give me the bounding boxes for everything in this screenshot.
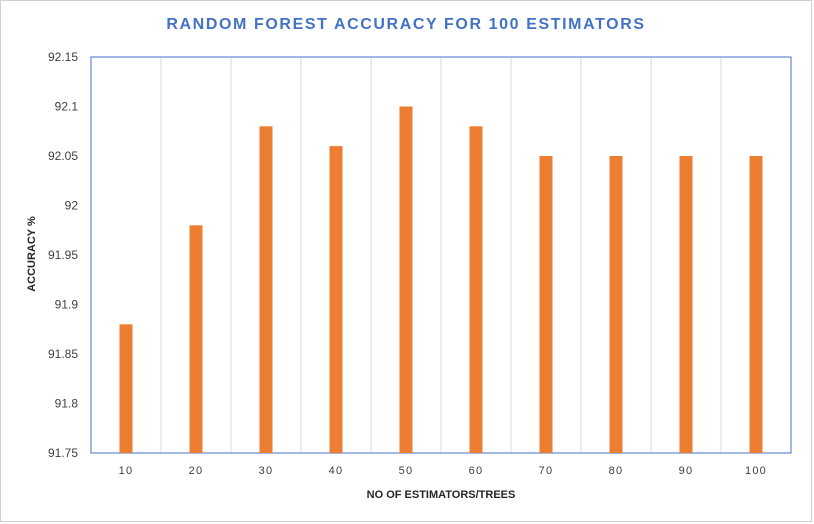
plot-area-border xyxy=(90,56,792,454)
bar-10 xyxy=(119,324,133,453)
y-tick-label: 91.75 xyxy=(48,446,78,460)
x-axis-label: NO OF ESTIMATORS/TREES xyxy=(367,489,516,501)
bar-100 xyxy=(749,156,763,453)
y-tick-label: 92 xyxy=(65,199,79,213)
x-tick-label: 60 xyxy=(469,465,484,477)
x-tick-label: 20 xyxy=(189,465,204,477)
y-tick-label: 92.15 xyxy=(48,50,78,64)
x-tick-label: 40 xyxy=(329,465,344,477)
x-tick-label: 70 xyxy=(539,465,554,477)
y-tick-label: 91.9 xyxy=(55,298,79,312)
bar-50 xyxy=(399,106,413,453)
bars xyxy=(119,106,763,454)
bar-30 xyxy=(259,126,273,454)
x-axis-ticks: 10 20 30 40 50 60 70 80 90 100 xyxy=(119,465,767,477)
bar-80 xyxy=(609,156,623,453)
x-tick-label: 100 xyxy=(745,465,767,477)
x-tick-label: 10 xyxy=(119,465,134,477)
bar-70 xyxy=(539,156,553,453)
y-tick-label: 92.1 xyxy=(55,100,79,114)
bar-60 xyxy=(469,126,483,454)
bar-40 xyxy=(329,146,343,453)
y-axis-label: ACCURACY % xyxy=(26,216,38,292)
gridlines xyxy=(160,57,722,453)
x-tick-label: 50 xyxy=(399,465,414,477)
chart-title: RANDOM FOREST ACCURACY FOR 100 ESTIMATOR… xyxy=(166,16,645,33)
x-tick-label: 90 xyxy=(679,465,694,477)
x-tick-label: 30 xyxy=(259,465,274,477)
bar-90 xyxy=(679,156,693,453)
x-tick-label: 80 xyxy=(609,465,624,477)
y-tick-label: 91.85 xyxy=(48,347,78,361)
y-tick-label: 91.95 xyxy=(48,248,78,262)
y-tick-label: 92.05 xyxy=(48,149,78,163)
y-tick-label: 91.8 xyxy=(55,397,79,411)
bar-20 xyxy=(189,225,203,453)
y-axis-ticks: 91.75 91.8 91.85 91.9 91.95 92 92.05 92.1 92.15 xyxy=(48,50,78,460)
